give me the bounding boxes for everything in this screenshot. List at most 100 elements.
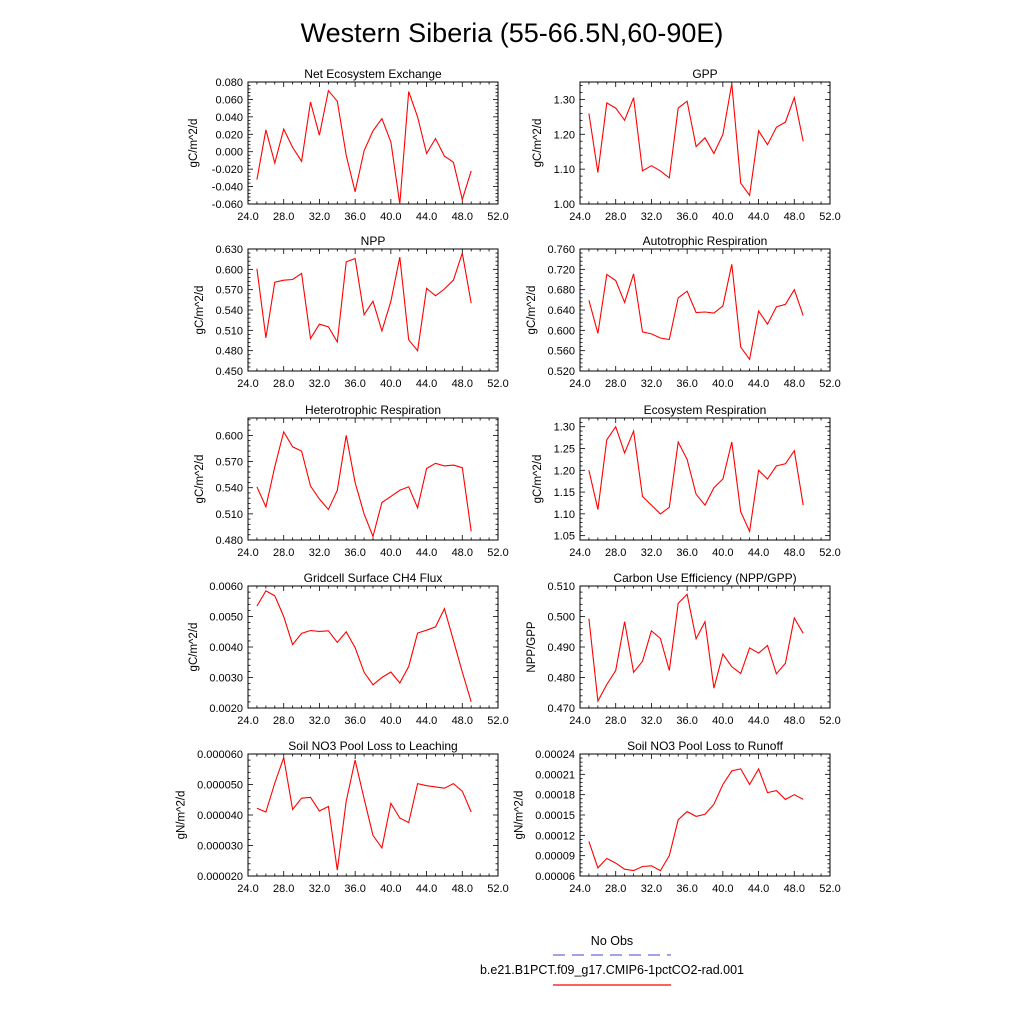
panel-autotrophic-respiration: Autotrophic Respiration 24.0 28.0 32.0 36.0 4…: [526, 234, 841, 390]
panel-gridcell-surface-ch4-flux-ytick-label: 0.0050: [209, 612, 243, 624]
panel-npp-ytick-label: 0.600: [215, 264, 243, 276]
panel-carbon-use-efficiency-npp-gpp-xtick-label: 52.0: [819, 715, 840, 727]
panel-soil-no3-pool-loss-to-leaching-xtick-label: 48.0: [452, 883, 473, 895]
panel-net-ecosystem-exchange-ytick-label: 0.040: [215, 112, 243, 124]
panel-carbon-use-efficiency-npp-gpp-xtick-label: 28.0: [605, 715, 626, 727]
panel-autotrophic-respiration-ytick-label: 0.680: [547, 285, 575, 297]
panel-ecosystem-respiration-title: Ecosystem Respiration: [644, 403, 767, 417]
panel-carbon-use-efficiency-npp-gpp-ytick-label: 0.490: [547, 642, 575, 654]
panel-gpp-series-line: [588, 83, 804, 197]
panel-autotrophic-respiration-xtick-label: 40.0: [712, 378, 733, 390]
panel-gridcell-surface-ch4-flux-xtick-label: 52.0: [487, 715, 508, 727]
panel-heterotrophic-respiration-xtick-label: 40.0: [380, 547, 401, 559]
panel-soil-no3-pool-loss-to-runoff-xtick-label: 40.0: [712, 883, 733, 895]
panel-gpp-title: GPP: [692, 67, 717, 81]
panel-gpp: GPP 24.0 28.0 32.0 36.0 40.0 44.0 48.0 52.0 1.00 1…: [532, 67, 841, 223]
panel-gpp-xtick-label: 40.0: [712, 211, 733, 223]
panel-carbon-use-efficiency-npp-gpp-xtick-label: 40.0: [712, 715, 733, 727]
panel-soil-no3-pool-loss-to-runoff-xtick-label: 28.0: [605, 883, 626, 895]
panel-autotrophic-respiration-ytick-label: 0.600: [547, 325, 575, 337]
panel-npp-xtick-label: 48.0: [452, 378, 473, 390]
panel-soil-no3-pool-loss-to-leaching-ylabel: gN/m^2/d: [175, 791, 187, 840]
panel-net-ecosystem-exchange-frame: [247, 81, 499, 205]
panel-soil-no3-pool-loss-to-runoff-xtick-label: 52.0: [819, 883, 840, 895]
panel-soil-no3-pool-loss-to-leaching-ytick-label: 0.000050: [197, 780, 243, 792]
panel-autotrophic-respiration-xtick-label: 28.0: [605, 378, 626, 390]
panel-gpp-xtick-label: 28.0: [605, 211, 626, 223]
panel-ecosystem-respiration-xtick-label: 24.0: [569, 547, 590, 559]
panel-soil-no3-pool-loss-to-leaching-frame: [247, 753, 499, 877]
panel-carbon-use-efficiency-npp-gpp: Carbon Use Efficiency (NPP/GPP) 24.0 28.0 3…: [526, 571, 841, 727]
panel-gridcell-surface-ch4-flux-xtick-label: 48.0: [452, 715, 473, 727]
panel-gpp-ytick-label: 1.10: [554, 164, 575, 176]
panel-soil-no3-pool-loss-to-runoff-ytick-label: 0.00015: [535, 810, 575, 822]
panel-gridcell-surface-ch4-flux-ytick-label: 0.0020: [209, 703, 243, 715]
panel-gpp-ylabel: gC/m^2/d: [532, 119, 544, 168]
panel-soil-no3-pool-loss-to-runoff-xtick-label: 48.0: [784, 883, 805, 895]
panel-gridcell-surface-ch4-flux: Gridcell Surface CH4 Flux 24.0 28.0 32.0 36.…: [188, 571, 509, 727]
panel-npp-xtick-label: 32.0: [309, 378, 330, 390]
panel-npp-ytick-label: 0.510: [215, 325, 243, 337]
panel-net-ecosystem-exchange-ytick-label: -0.020: [212, 164, 243, 176]
panel-net-ecosystem-exchange-ytick-label: 0.060: [215, 94, 243, 106]
panel-npp-title: NPP: [361, 234, 386, 248]
panel-npp-xtick-label: 36.0: [344, 378, 365, 390]
panel-ecosystem-respiration: Ecosystem Respiration 24.0 28.0 32.0 36.0 40.…: [532, 403, 841, 559]
panel-soil-no3-pool-loss-to-runoff-xtick-label: 24.0: [569, 883, 590, 895]
panel-autotrophic-respiration-ytick-label: 0.640: [547, 305, 575, 317]
panel-soil-no3-pool-loss-to-runoff-ytick-label: 0.00012: [535, 830, 575, 842]
panel-heterotrophic-respiration: Heterotrophic Respiration 24.0 28.0 32.0 36.…: [194, 403, 509, 559]
panel-soil-no3-pool-loss-to-leaching-title: Soil NO3 Pool Loss to Leaching: [288, 739, 457, 753]
panel-autotrophic-respiration-xtick-label: 48.0: [784, 378, 805, 390]
panel-ecosystem-respiration-xtick-label: 36.0: [676, 547, 697, 559]
panel-heterotrophic-respiration-xtick-label: 28.0: [273, 547, 294, 559]
panels: Net Ecosystem Exchange 24.0 28.0 32.0 36.0 40…: [175, 67, 840, 895]
panel-heterotrophic-respiration-series-line: [256, 430, 472, 539]
panel-soil-no3-pool-loss-to-leaching-xtick-label: 24.0: [237, 883, 258, 895]
panel-autotrophic-respiration-xtick-label: 36.0: [676, 378, 697, 390]
panel-npp-ytick-label: 0.450: [215, 366, 243, 378]
panel-npp-ylabel: gC/m^2/d: [194, 286, 206, 335]
panel-carbon-use-efficiency-npp-gpp-ytick-label: 0.480: [547, 673, 575, 685]
panel-autotrophic-respiration-xtick-label: 32.0: [641, 378, 662, 390]
panel-gridcell-surface-ch4-flux-xtick-label: 36.0: [344, 715, 365, 727]
panel-heterotrophic-respiration-title: Heterotrophic Respiration: [305, 403, 441, 417]
panel-heterotrophic-respiration-xtick-label: 36.0: [344, 547, 365, 559]
panel-gpp-ytick-label: 1.20: [554, 129, 575, 141]
panel-carbon-use-efficiency-npp-gpp-xtick-label: 24.0: [569, 715, 590, 727]
panel-carbon-use-efficiency-npp-gpp-title: Carbon Use Efficiency (NPP/GPP): [613, 571, 796, 585]
panel-soil-no3-pool-loss-to-runoff-ylabel: gN/m^2/d: [514, 791, 526, 840]
panel-net-ecosystem-exchange-ytick-label: -0.060: [212, 199, 243, 211]
panel-autotrophic-respiration-ytick-label: 0.560: [547, 346, 575, 358]
panel-soil-no3-pool-loss-to-leaching-xtick-label: 32.0: [309, 883, 330, 895]
panel-net-ecosystem-exchange-xtick-label: 28.0: [273, 211, 294, 223]
panel-soil-no3-pool-loss-to-leaching-ytick-label: 0.000020: [197, 871, 243, 883]
panel-carbon-use-efficiency-npp-gpp-xtick-label: 36.0: [676, 715, 697, 727]
legend-obs-label: No Obs: [591, 934, 633, 948]
panel-net-ecosystem-exchange-ytick-label: 0.020: [215, 129, 243, 141]
panel-net-ecosystem-exchange-title: Net Ecosystem Exchange: [304, 67, 442, 81]
panel-npp: NPP 24.0 28.0 32.0 36.0 40.0 44.0 48.0 52.0 0.450…: [194, 234, 509, 390]
panel-soil-no3-pool-loss-to-runoff-xtick-label: 36.0: [676, 883, 697, 895]
panel-autotrophic-respiration-title: Autotrophic Respiration: [643, 234, 768, 248]
panel-ecosystem-respiration-ytick-label: 1.30: [554, 422, 575, 434]
panel-gpp-xtick-label: 32.0: [641, 211, 662, 223]
panel-soil-no3-pool-loss-to-leaching: Soil NO3 Pool Loss to Leaching 24.0 28.0 32…: [175, 739, 508, 895]
panel-soil-no3-pool-loss-to-leaching-ytick-label: 0.000060: [197, 749, 243, 761]
panel-npp-ytick-label: 0.480: [215, 346, 243, 358]
panel-gpp-ytick-label: 1.00: [554, 199, 575, 211]
panel-net-ecosystem-exchange-xtick-label: 52.0: [487, 211, 508, 223]
panel-ecosystem-respiration-xtick-label: 32.0: [641, 547, 662, 559]
panel-heterotrophic-respiration-xtick-label: 48.0: [452, 547, 473, 559]
panel-npp-xtick-label: 40.0: [380, 378, 401, 390]
panel-gpp-frame: [579, 81, 831, 205]
panel-gridcell-surface-ch4-flux-xtick-label: 24.0: [237, 715, 258, 727]
panel-heterotrophic-respiration-ytick-label: 0.570: [215, 457, 243, 469]
panel-soil-no3-pool-loss-to-leaching-xtick-label: 36.0: [344, 883, 365, 895]
panel-ecosystem-respiration-xtick-label: 52.0: [819, 547, 840, 559]
panel-net-ecosystem-exchange-xtick-label: 44.0: [416, 211, 437, 223]
panel-autotrophic-respiration-ytick-label: 0.520: [547, 366, 575, 378]
panel-heterotrophic-respiration-xtick-label: 44.0: [416, 547, 437, 559]
panel-gridcell-surface-ch4-flux-ytick-label: 0.0060: [209, 581, 243, 593]
